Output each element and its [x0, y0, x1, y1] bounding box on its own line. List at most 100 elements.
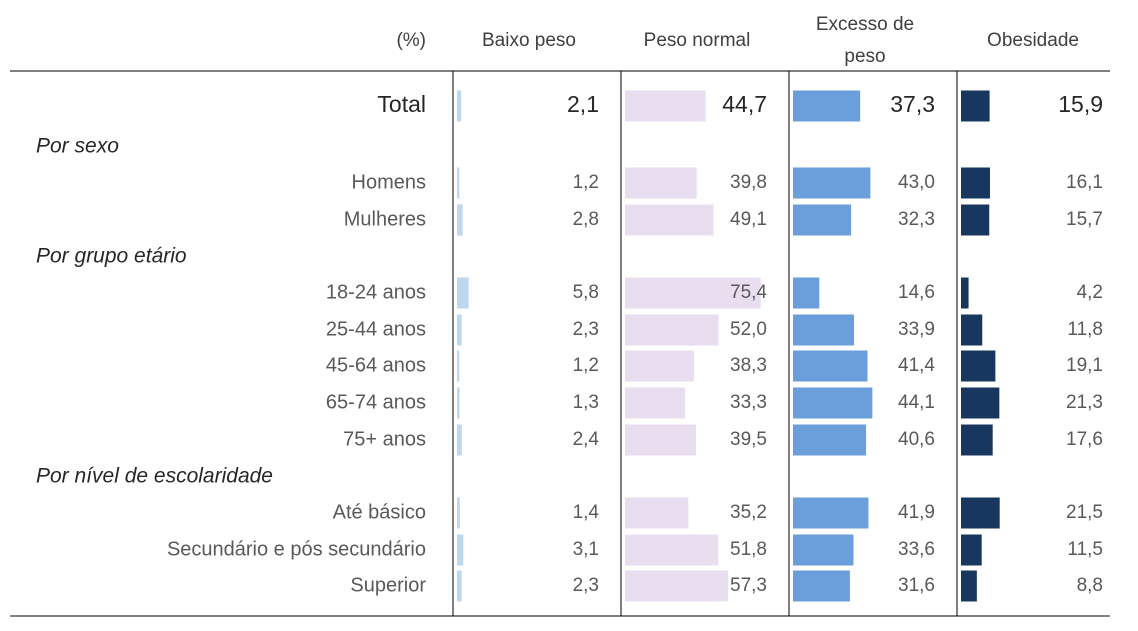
group-2-row-4-value-baixo-peso: 1,3 [573, 392, 599, 413]
group-2-row-4-bar-peso-normal [625, 387, 685, 419]
group-1-row-2-value-peso-normal: 49,1 [730, 209, 767, 230]
group-2-row-3-value-baixo-peso: 1,2 [573, 355, 599, 376]
group-2-row-5-value-baixo-peso: 2,4 [573, 429, 600, 450]
group-2-row-5-bar-baixo-peso [457, 424, 462, 456]
group-1-row-2-value-excesso-de-peso: 32,3 [898, 209, 935, 230]
total-row-bar-excesso-de-peso [793, 90, 861, 122]
column-header-obesidade: Obesidade [987, 30, 1079, 51]
group-1-row-2-value-obesidade: 15,7 [1066, 209, 1103, 230]
group-2-row-5-bar-obesidade [961, 424, 993, 456]
total-row-value-baixo-peso: 2,1 [567, 91, 599, 117]
group-2-row-4-bar-baixo-peso [457, 387, 460, 419]
group-1-row-1-value-peso-normal: 39,8 [730, 172, 767, 193]
group-3-row-3-value-baixo-peso: 2,3 [573, 575, 599, 596]
group-1-row-2-bar-obesidade [961, 204, 990, 236]
group-3-row-1-bar-baixo-peso [457, 497, 460, 529]
group-2-row-3-bar-baixo-peso [457, 350, 460, 382]
group-2-row-5-label: 75+ anos [343, 428, 426, 450]
group-3-row-2-bar-peso-normal [625, 534, 719, 566]
group-2-row-1-bar-obesidade [961, 277, 969, 309]
group-2-row-5-value-excesso-de-peso: 40,6 [898, 429, 935, 450]
group-2-row-2-bar-excesso-de-peso [793, 314, 855, 346]
group-1-row-1-label: Homens [352, 171, 426, 193]
group-1-row-2-value-baixo-peso: 2,8 [573, 209, 599, 230]
group-2-row-1-bar-peso-normal [625, 277, 761, 309]
group-2-row-3-value-excesso-de-peso: 41,4 [898, 355, 935, 376]
group-2-row-1-value-excesso-de-peso: 14,6 [898, 282, 935, 303]
group-2-row-5-bar-peso-normal [625, 424, 697, 456]
total-row-value-obesidade: 15,9 [1058, 91, 1103, 117]
group-2-row-4-label: 65-74 anos [326, 391, 426, 413]
group-1-row-2-bar-peso-normal [625, 204, 714, 236]
unit-label: (%) [396, 30, 426, 51]
group-label-3: Por nível de escolaridade [36, 465, 273, 488]
column-header-peso-normal: Peso normal [644, 30, 751, 51]
group-2-row-3-value-obesidade: 19,1 [1066, 355, 1103, 376]
group-3-row-3-bar-excesso-de-peso [793, 570, 850, 602]
group-2-row-2-bar-baixo-peso [457, 314, 462, 346]
group-3-row-1-value-obesidade: 21,5 [1066, 502, 1103, 523]
group-3-row-1-value-peso-normal: 35,2 [730, 502, 767, 523]
group-2-row-1-value-baixo-peso: 5,8 [573, 282, 599, 303]
group-3-row-1-label: Até básico [333, 501, 426, 523]
group-2-row-4-value-peso-normal: 33,3 [730, 392, 767, 413]
group-3-row-1-value-baixo-peso: 1,4 [573, 502, 600, 523]
group-2-row-2-value-excesso-de-peso: 33,9 [898, 319, 935, 340]
group-2-row-2-value-baixo-peso: 2,3 [573, 319, 599, 340]
group-2-row-1-bar-excesso-de-peso [793, 277, 820, 309]
group-3-row-2-bar-obesidade [961, 534, 982, 566]
group-2-row-4-bar-obesidade [961, 387, 1000, 419]
group-2-row-2-bar-peso-normal [625, 314, 719, 346]
group-3-row-2-bar-excesso-de-peso [793, 534, 854, 566]
column-header-excesso-de-peso-line-1: Excesso de [816, 14, 914, 35]
group-2-row-3-bar-excesso-de-peso [793, 350, 868, 382]
group-1-row-1-bar-baixo-peso [457, 167, 460, 199]
group-2-row-4-bar-excesso-de-peso [793, 387, 873, 419]
total-row-label: Total [377, 91, 426, 117]
group-1-row-1-value-excesso-de-peso: 43,0 [898, 172, 935, 193]
group-3-row-2-value-obesidade: 11,5 [1067, 539, 1103, 560]
group-2-row-3-bar-obesidade [961, 350, 996, 382]
group-2-row-5-value-peso-normal: 39,5 [730, 429, 767, 450]
group-1-row-1-bar-obesidade [961, 167, 990, 199]
total-row-bar-baixo-peso [457, 90, 462, 122]
total-row-value-excesso-de-peso: 37,3 [890, 91, 935, 117]
group-2-row-3-label: 45-64 anos [326, 354, 426, 376]
group-3-row-3-label: Superior [350, 574, 426, 596]
group-3-row-2-value-peso-normal: 51,8 [730, 539, 767, 560]
group-3-row-1-bar-obesidade [961, 497, 1000, 529]
group-2-row-2-value-peso-normal: 52,0 [730, 319, 767, 340]
group-1-row-1-bar-excesso-de-peso [793, 167, 871, 199]
group-2-row-5-bar-excesso-de-peso [793, 424, 867, 456]
group-2-row-1-value-obesidade: 4,2 [1077, 282, 1103, 303]
group-3-row-3-value-peso-normal: 57,3 [730, 575, 767, 596]
column-header-baixo-peso: Baixo peso [482, 30, 576, 51]
group-1-row-2-bar-excesso-de-peso [793, 204, 852, 236]
column-header-excesso-de-peso-line-2: peso [844, 46, 885, 67]
group-2-row-5-value-obesidade: 17,6 [1066, 429, 1103, 450]
group-1-row-1-value-obesidade: 16,1 [1066, 172, 1103, 193]
group-1-row-1-value-baixo-peso: 1,2 [573, 172, 599, 193]
group-3-row-3-bar-peso-normal [625, 570, 729, 602]
group-3-row-1-value-excesso-de-peso: 41,9 [898, 502, 935, 523]
group-2-row-1-value-peso-normal: 75,4 [730, 282, 767, 303]
group-2-row-1-bar-baixo-peso [457, 277, 469, 309]
group-2-row-3-value-peso-normal: 38,3 [730, 355, 767, 376]
total-row-bar-obesidade [961, 90, 990, 122]
group-3-row-3-value-obesidade: 8,8 [1077, 575, 1103, 596]
group-2-row-2-value-obesidade: 11,8 [1067, 319, 1103, 340]
group-3-row-2-label: Secundário e pós secundário [167, 538, 426, 560]
group-3-row-1-bar-peso-normal [625, 497, 689, 529]
group-label-1: Por sexo [36, 135, 119, 158]
group-2-row-3-bar-peso-normal [625, 350, 694, 382]
group-2-row-4-value-excesso-de-peso: 44,1 [898, 392, 935, 413]
group-2-row-2-bar-obesidade [961, 314, 983, 346]
group-1-row-2-bar-baixo-peso [457, 204, 463, 236]
group-2-row-2-label: 25-44 anos [326, 318, 426, 340]
group-3-row-2-value-excesso-de-peso: 33,6 [898, 539, 935, 560]
group-1-row-1-bar-peso-normal [625, 167, 697, 199]
total-row-value-peso-normal: 44,7 [722, 91, 767, 117]
total-row-bar-peso-normal [625, 90, 706, 122]
group-3-row-3-bar-baixo-peso [457, 570, 462, 602]
